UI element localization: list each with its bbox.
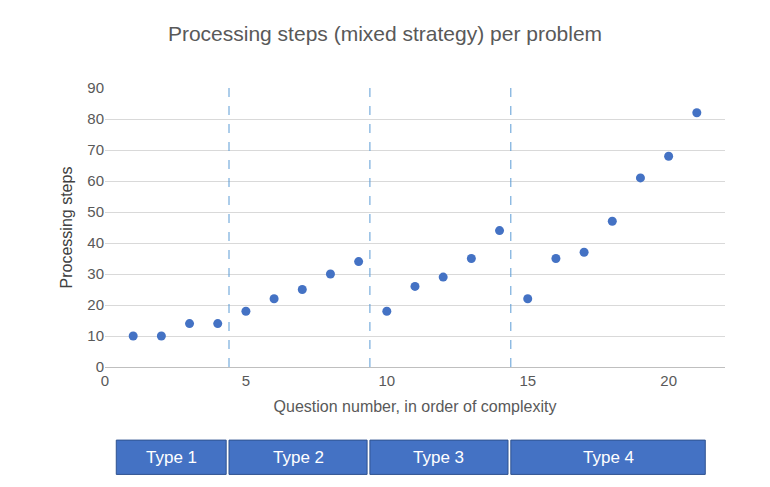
svg-text:90: 90 bbox=[87, 79, 104, 96]
svg-text:Question number, in order of c: Question number, in order of complexity bbox=[274, 398, 557, 415]
svg-text:80: 80 bbox=[87, 110, 104, 127]
svg-text:60: 60 bbox=[87, 172, 104, 189]
svg-text:Type 3: Type 3 bbox=[413, 448, 464, 467]
svg-text:Type 2: Type 2 bbox=[273, 448, 324, 467]
svg-text:Type 4: Type 4 bbox=[583, 448, 634, 467]
svg-text:15: 15 bbox=[519, 372, 536, 389]
svg-text:Processing steps: Processing steps bbox=[58, 167, 75, 289]
svg-text:10: 10 bbox=[378, 372, 395, 389]
svg-text:10: 10 bbox=[87, 327, 104, 344]
svg-text:Type 1: Type 1 bbox=[146, 448, 197, 467]
svg-text:0: 0 bbox=[96, 358, 104, 375]
svg-text:50: 50 bbox=[87, 203, 104, 220]
svg-text:20: 20 bbox=[87, 296, 104, 313]
svg-text:70: 70 bbox=[87, 141, 104, 158]
svg-text:0: 0 bbox=[101, 372, 109, 389]
svg-text:Processing steps (mixed strate: Processing steps (mixed strategy) per pr… bbox=[168, 22, 602, 45]
svg-text:20: 20 bbox=[660, 372, 677, 389]
svg-text:30: 30 bbox=[87, 265, 104, 282]
svg-text:5: 5 bbox=[242, 372, 250, 389]
svg-text:40: 40 bbox=[87, 234, 104, 251]
